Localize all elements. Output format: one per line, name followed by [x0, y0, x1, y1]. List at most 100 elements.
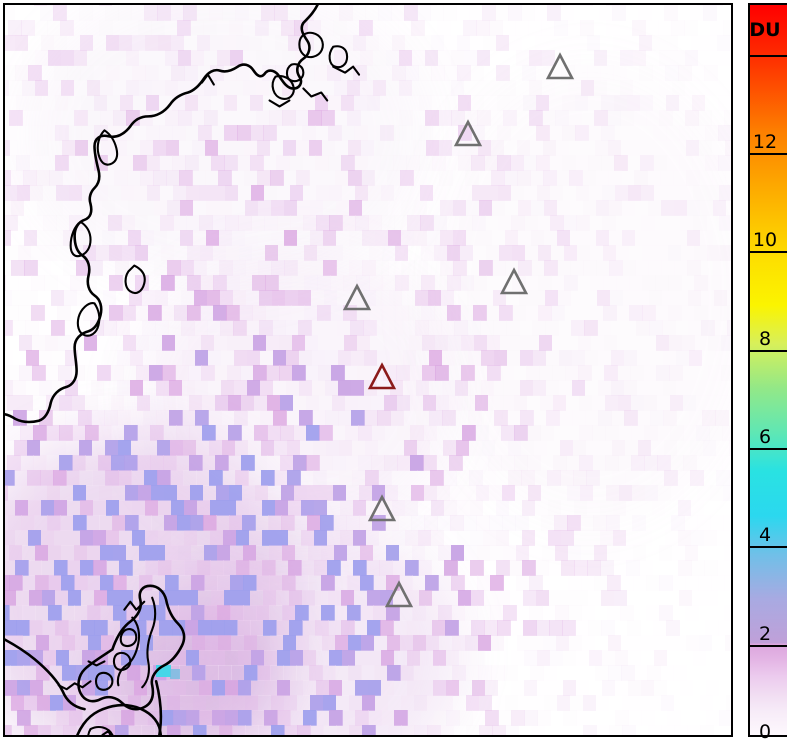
- swath-pixel: [5, 110, 10, 126]
- swath-pixel: [242, 80, 257, 96]
- swath-pixel: [288, 95, 303, 111]
- swath-pixel: [593, 80, 608, 96]
- swath-pixel: [165, 110, 179, 126]
- swath-pixel: [424, 20, 438, 36]
- swath-pixel: [514, 5, 529, 6]
- swath-pixel: [196, 35, 211, 51]
- swath-pixel: [626, 95, 641, 111]
- colorbar-tick-label-2: 2: [758, 623, 772, 645]
- swath-pixel: [5, 80, 10, 96]
- swath-pixel: [29, 155, 43, 171]
- colorbar-tick-label-8: 8: [758, 328, 772, 350]
- swath-pixel: [562, 125, 576, 141]
- station-marker-1[interactable]: [545, 52, 575, 82]
- station-marker-6[interactable]: [367, 494, 397, 524]
- swath-pixel: [151, 20, 165, 36]
- swath-pixel: [191, 140, 206, 156]
- bay-inner-island-c: [119, 628, 138, 648]
- swath-pixel: [346, 20, 360, 36]
- swath-pixel: [217, 140, 232, 156]
- coastline-south-continuation: [154, 680, 163, 735]
- swath-pixel: [229, 80, 244, 96]
- swath-pixel: [61, 110, 75, 126]
- swath-pixel: [633, 140, 648, 156]
- swath-pixel: [373, 110, 387, 126]
- swath-pixel: [54, 65, 68, 81]
- island-spur-c: [268, 99, 291, 108]
- swath-pixel: [568, 140, 583, 156]
- swath-pixel: [607, 110, 621, 126]
- station-marker-5-highlighted[interactable]: [367, 362, 397, 392]
- swath-pixel: [55, 155, 69, 171]
- swath-pixel: [717, 95, 731, 111]
- swath-pixel: [301, 65, 315, 81]
- swath-pixel: [522, 95, 537, 111]
- swath-pixel: [528, 20, 542, 36]
- swath-pixel: [73, 20, 87, 36]
- swath-pixel: [360, 140, 375, 156]
- swath-pixel: [424, 80, 439, 96]
- swath-pixel: [164, 50, 179, 66]
- coastline-headland-detail: [124, 264, 146, 295]
- swath-pixel: [294, 50, 309, 66]
- station-marker-2[interactable]: [453, 119, 483, 149]
- swath-pixel: [86, 80, 101, 96]
- swath-pixel: [722, 5, 731, 6]
- swath-pixel: [133, 125, 147, 141]
- swath-pixel: [542, 110, 556, 126]
- swath-pixel: [549, 125, 563, 141]
- swath-pixel: [60, 80, 75, 96]
- swath-pixel: [385, 20, 399, 36]
- swath-pixel: [81, 125, 95, 141]
- swath-pixel: [236, 65, 250, 81]
- swath-pixel: [60, 20, 74, 36]
- swath-pixel: [482, 5, 496, 21]
- swath-pixel: [72, 5, 87, 6]
- swath-pixel: [385, 80, 400, 96]
- swath-pixel: [301, 95, 316, 111]
- swath-pixel: [40, 5, 54, 21]
- swath-pixel: [379, 65, 393, 81]
- swath-pixel: [55, 125, 69, 141]
- swath-pixel: [437, 20, 451, 36]
- swath-pixel: [372, 20, 386, 36]
- swath-pixel: [716, 5, 730, 21]
- swath-pixel: [510, 125, 524, 141]
- swath-pixel: [139, 140, 154, 156]
- island-spur-b: [302, 87, 329, 102]
- swath-pixel: [59, 5, 74, 6]
- swath-pixel: [540, 5, 555, 6]
- swath-pixel: [209, 5, 223, 21]
- swath-pixel: [119, 65, 133, 81]
- colorbar-tick-label-6: 6: [758, 426, 772, 448]
- swath-pixel: [28, 95, 43, 111]
- swath-pixel: [132, 95, 147, 111]
- swath-pixel: [417, 5, 431, 21]
- station-marker-7[interactable]: [384, 580, 414, 610]
- swath-pixel: [613, 65, 627, 81]
- swath-pixel: [554, 20, 568, 36]
- swath-pixel: [346, 80, 361, 96]
- swath-pixel: [685, 140, 700, 156]
- swath-pixel: [295, 110, 309, 126]
- swath-pixel: [268, 50, 283, 66]
- swath-pixel: [392, 65, 406, 81]
- swath-pixel: [521, 5, 535, 21]
- swath-pixel: [27, 5, 41, 21]
- station-marker-3[interactable]: [499, 267, 529, 297]
- swath-pixel: [176, 5, 191, 6]
- swath-pixel: [601, 125, 615, 141]
- swath-pixel: [7, 5, 22, 6]
- station-marker-4[interactable]: [342, 283, 372, 313]
- swath-pixel: [183, 5, 197, 21]
- colorbar-tick-line-8: [748, 350, 787, 352]
- swath-pixel: [293, 5, 308, 6]
- swath-pixel: [497, 125, 511, 141]
- swath-pixel: [729, 35, 731, 51]
- swath-pixel: [658, 20, 672, 36]
- swath-pixel: [638, 35, 653, 51]
- swath-pixel: [406, 125, 420, 141]
- swath-pixel: [48, 140, 63, 156]
- swath-pixel: [627, 125, 641, 141]
- swath-pixel: [436, 5, 451, 6]
